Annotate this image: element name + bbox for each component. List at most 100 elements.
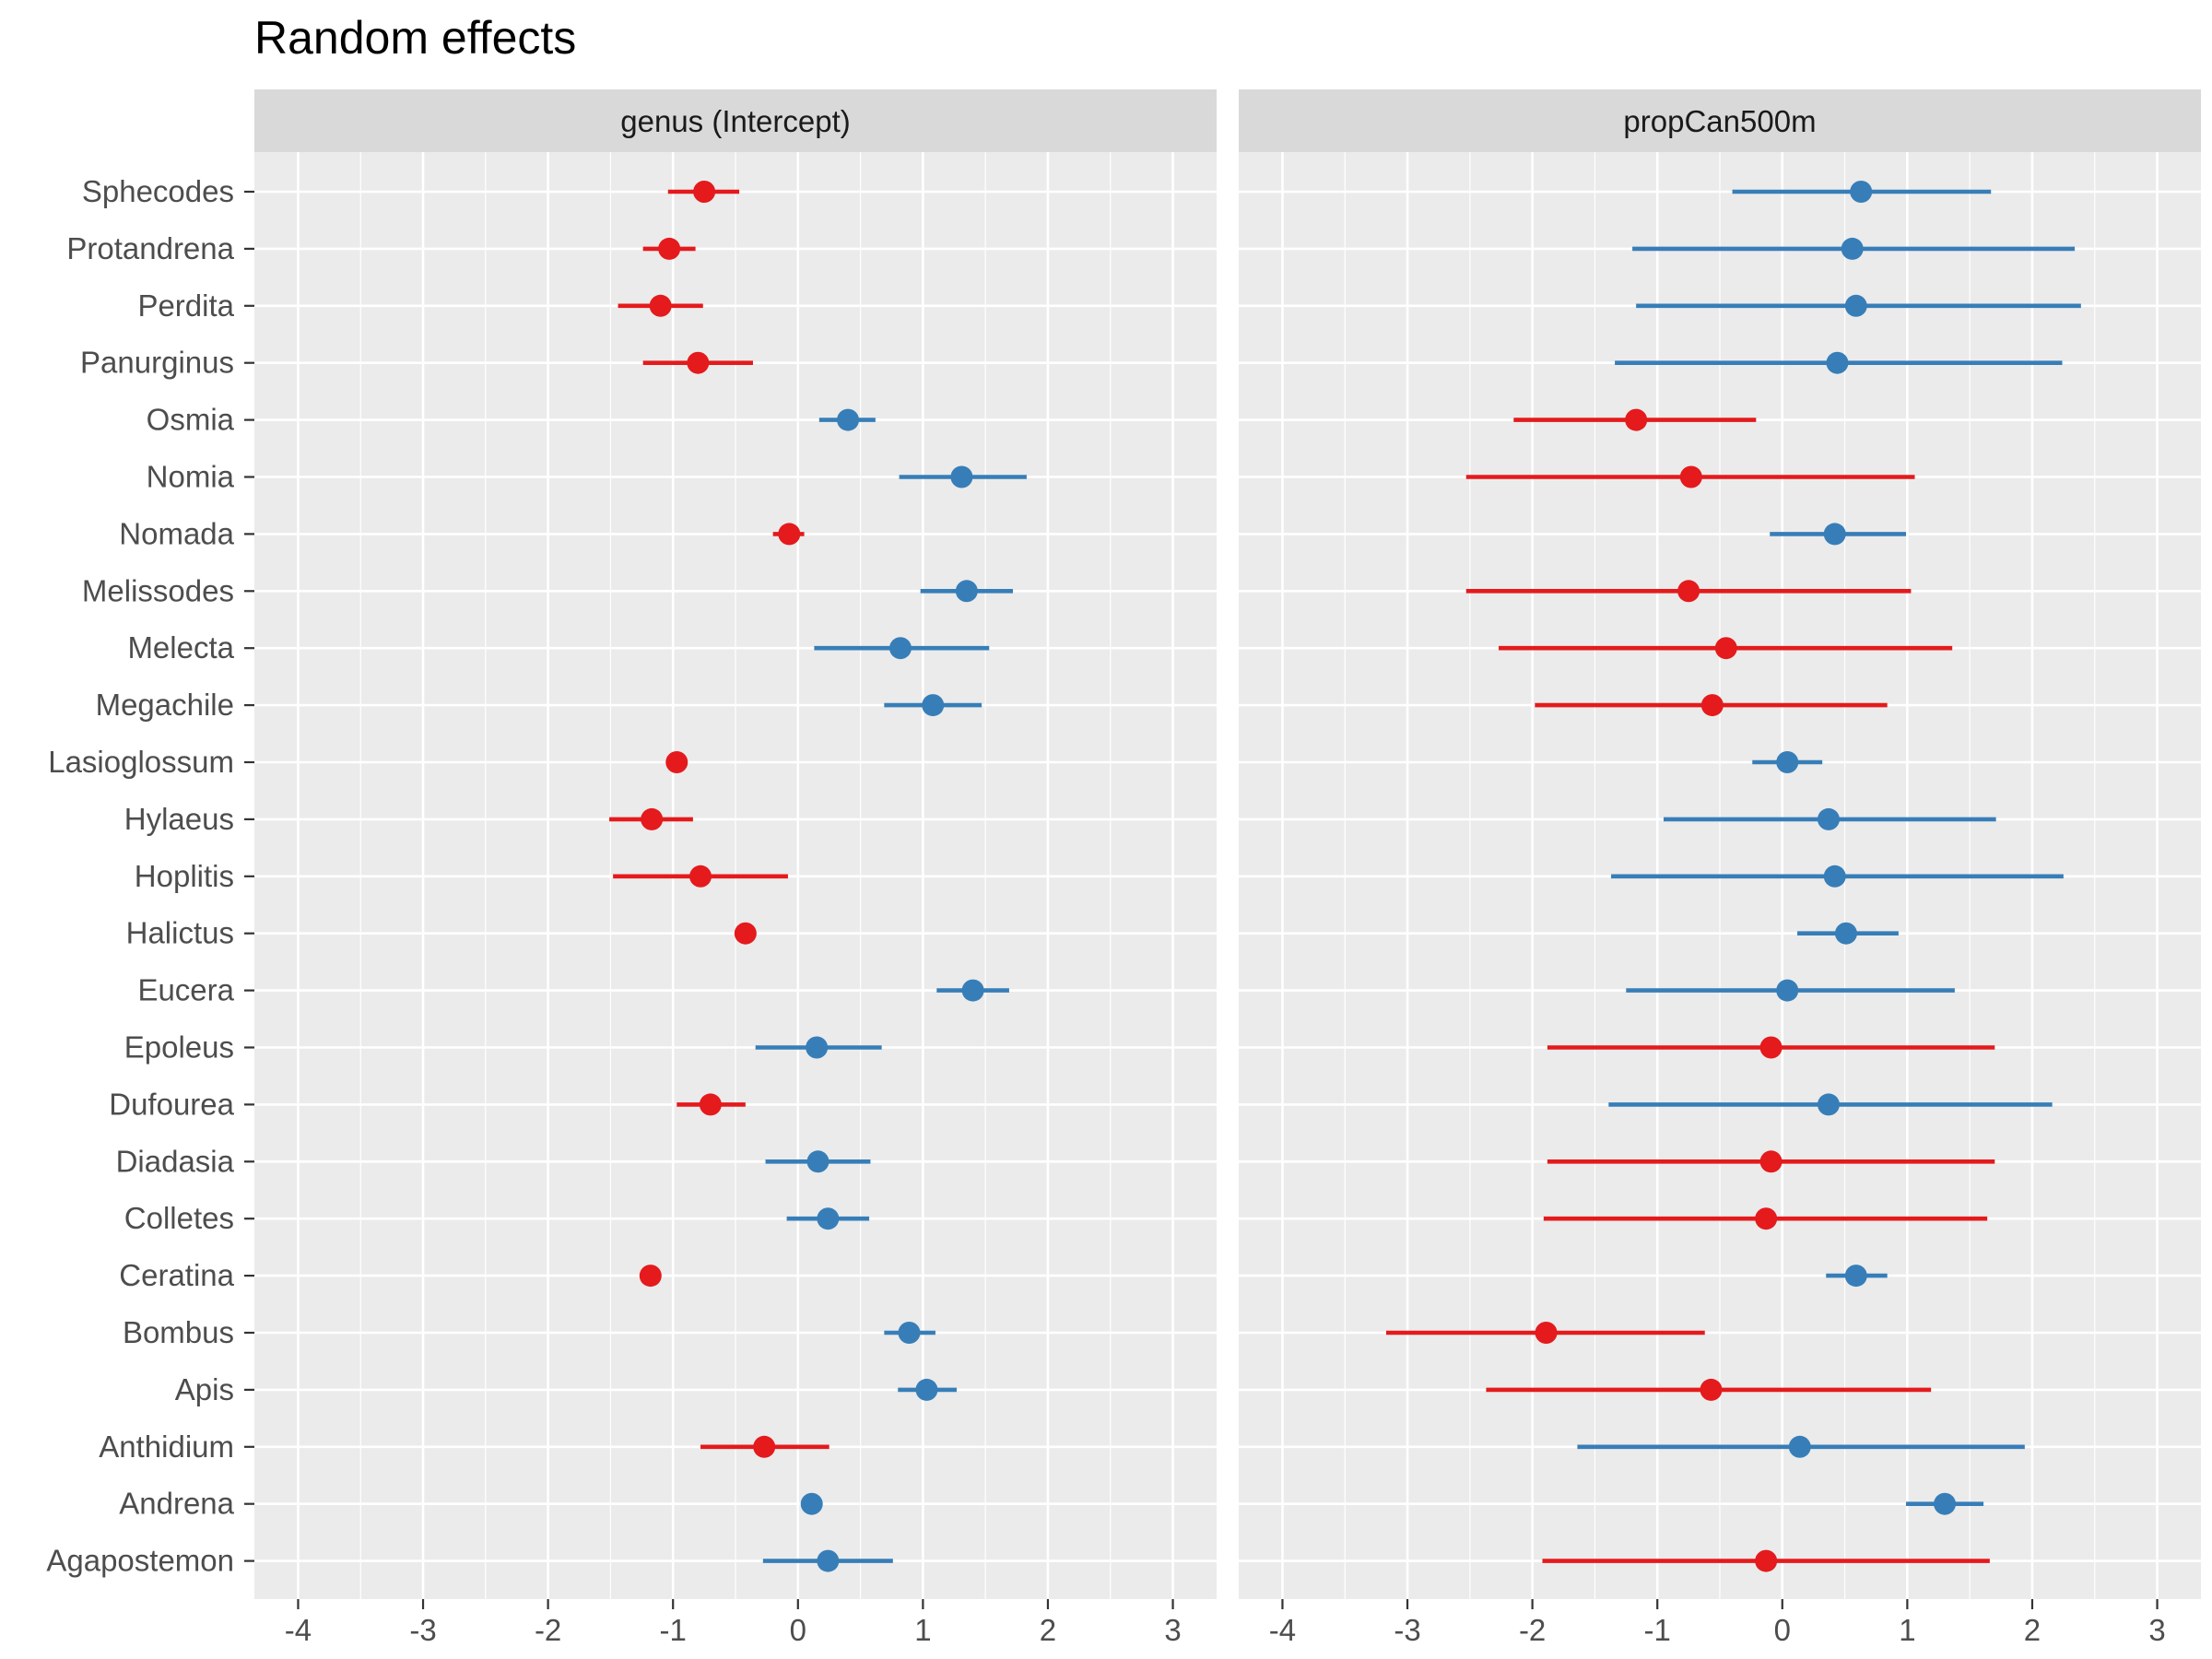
estimate-point — [1776, 751, 1799, 773]
estimate-point — [806, 1150, 830, 1173]
estimate-point — [1755, 1207, 1778, 1230]
estimate-point — [1755, 1549, 1778, 1572]
x-tick-label: -3 — [1394, 1613, 1420, 1647]
y-tick-label: Diadasia — [116, 1144, 235, 1178]
y-tick-label: Ceratina — [119, 1258, 234, 1292]
facet-strip — [1239, 89, 2201, 152]
estimate-point — [806, 1036, 829, 1059]
estimate-point — [1934, 1492, 1957, 1515]
estimate-point — [693, 181, 716, 203]
estimate-point — [687, 351, 710, 374]
facet-panel: propCan500m -4 -3 -2 -1 0 1 2 3 — [1239, 89, 2201, 1647]
y-tick-label: Nomada — [119, 516, 234, 550]
x-tick-label: -4 — [1269, 1613, 1296, 1647]
estimate-point — [1535, 1322, 1558, 1344]
estimate-point — [649, 294, 672, 317]
x-tick-label: 3 — [1164, 1613, 1181, 1647]
y-tick-label: Hylaeus — [124, 802, 234, 836]
x-tick-label: 1 — [1899, 1613, 1915, 1647]
y-tick-label: Eucera — [137, 973, 234, 1007]
y-tick-label: Osmia — [147, 403, 235, 437]
estimate-point — [689, 865, 712, 888]
y-tick-label: Apis — [175, 1372, 234, 1406]
y-tick-label: Hoplitis — [135, 859, 234, 893]
x-tick-label: 2 — [1040, 1613, 1056, 1647]
estimate-point — [778, 523, 801, 546]
estimate-point — [1817, 1093, 1840, 1116]
estimate-point — [1759, 1036, 1783, 1059]
estimate-point — [888, 637, 912, 660]
estimate-point — [950, 465, 973, 488]
y-tick-label: Halictus — [126, 916, 234, 950]
y-tick-label: Megachile — [96, 688, 234, 722]
estimate-point — [1776, 979, 1799, 1002]
estimate-point — [1759, 1150, 1783, 1173]
estimate-point — [1844, 294, 1867, 317]
estimate-point — [1714, 637, 1737, 660]
y-tick-label: Bombus — [123, 1315, 234, 1349]
estimate-point — [1823, 523, 1846, 546]
estimate-point — [837, 408, 860, 431]
estimate-point — [1625, 408, 1648, 431]
estimate-point — [1844, 1265, 1867, 1288]
estimate-point — [665, 751, 688, 773]
y-tick-label: Perdita — [137, 288, 234, 323]
estimate-point — [734, 922, 757, 945]
y-tick-label: Epoleus — [124, 1030, 234, 1065]
estimate-point — [1850, 181, 1873, 203]
estimate-point — [817, 1207, 840, 1230]
estimate-point — [658, 237, 681, 260]
estimate-point — [753, 1435, 776, 1458]
facet-strip — [254, 89, 1217, 152]
estimate-point — [1826, 351, 1849, 374]
y-tick-label: Dufourea — [109, 1087, 234, 1121]
y-tick-label: Andrena — [119, 1487, 234, 1521]
x-tick-label: -2 — [1519, 1613, 1546, 1647]
estimate-point — [1677, 580, 1700, 603]
x-tick-label: 0 — [790, 1613, 806, 1647]
chart-title: Random effects — [254, 12, 577, 64]
estimate-point — [922, 694, 945, 717]
estimate-point — [639, 1265, 662, 1288]
y-tick-label: Nomia — [147, 460, 235, 494]
estimate-point — [1823, 865, 1846, 888]
y-tick-label: Melissodes — [82, 573, 234, 607]
y-tick-label: Sphecodes — [82, 174, 234, 208]
estimate-point — [961, 979, 984, 1002]
estimate-point — [1834, 922, 1857, 945]
estimate-point — [699, 1093, 722, 1116]
y-tick-label: Colletes — [124, 1201, 234, 1235]
x-tick-label: -1 — [1644, 1613, 1671, 1647]
x-tick-label: 3 — [2148, 1613, 2165, 1647]
x-tick-label: 2 — [2024, 1613, 2041, 1647]
x-tick-label: -1 — [660, 1613, 687, 1647]
estimate-point — [1841, 237, 1864, 260]
x-tick-label: 1 — [914, 1613, 931, 1647]
x-tick-label: 0 — [1774, 1613, 1791, 1647]
estimate-point — [915, 1378, 938, 1401]
facet-panel: genus (Intercept) -4 -3 -2 -1 0 1 2 3 — [254, 89, 1217, 1647]
y-tick-label: Agapostemon — [46, 1544, 234, 1578]
estimate-point — [817, 1549, 840, 1572]
facet-strip-label: genus (Intercept) — [620, 104, 850, 138]
y-tick-label: Lasioglossum — [48, 745, 234, 779]
x-tick-label: -2 — [535, 1613, 561, 1647]
estimate-point — [641, 807, 664, 830]
y-tick-label: Protandrena — [66, 231, 234, 265]
panels-layer: genus (Intercept)-4 -3 -2 -1 0 1 2 3propCan500m… — [254, 89, 2201, 1647]
x-tick-label: -3 — [409, 1613, 436, 1647]
estimate-point — [1817, 807, 1840, 830]
x-tick-label: -4 — [285, 1613, 312, 1647]
estimate-point — [1788, 1435, 1811, 1458]
y-tick-label: Melecta — [127, 630, 234, 665]
estimate-point — [898, 1322, 921, 1344]
y-tick-label: Anthidium — [99, 1430, 234, 1464]
estimate-point — [800, 1492, 823, 1515]
facet-strip-label: propCan500m — [1623, 104, 1816, 138]
y-axis-labels: Sphecodes Protandrena Perdita Panurginus Osm… — [46, 174, 254, 1578]
estimate-point — [955, 580, 978, 603]
estimate-point — [1700, 694, 1724, 717]
y-tick-label: Panurginus — [80, 346, 234, 380]
estimate-point — [1700, 1378, 1723, 1401]
